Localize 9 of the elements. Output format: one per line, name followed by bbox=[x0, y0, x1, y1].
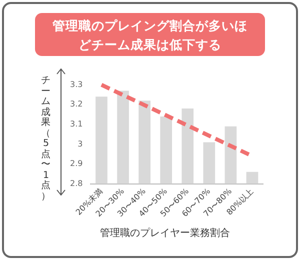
chart-title: 管理職のプレイング割合が多いほどチーム成果は低下する bbox=[35, 13, 265, 56]
y-tick-label: 3.3 bbox=[70, 80, 83, 89]
text: チーム成果（5点〜1点） bbox=[41, 75, 51, 202]
y-tick-label: 3 bbox=[78, 139, 83, 148]
x-axis-title: 管理職のプレイヤー業務割合 bbox=[99, 226, 231, 240]
y-tick-label: 3.1 bbox=[70, 119, 83, 128]
y-tick-label: 2.8 bbox=[70, 178, 83, 188]
y-tick-label: 3.2 bbox=[70, 100, 83, 109]
y-tick-label: 2.9 bbox=[70, 159, 83, 168]
